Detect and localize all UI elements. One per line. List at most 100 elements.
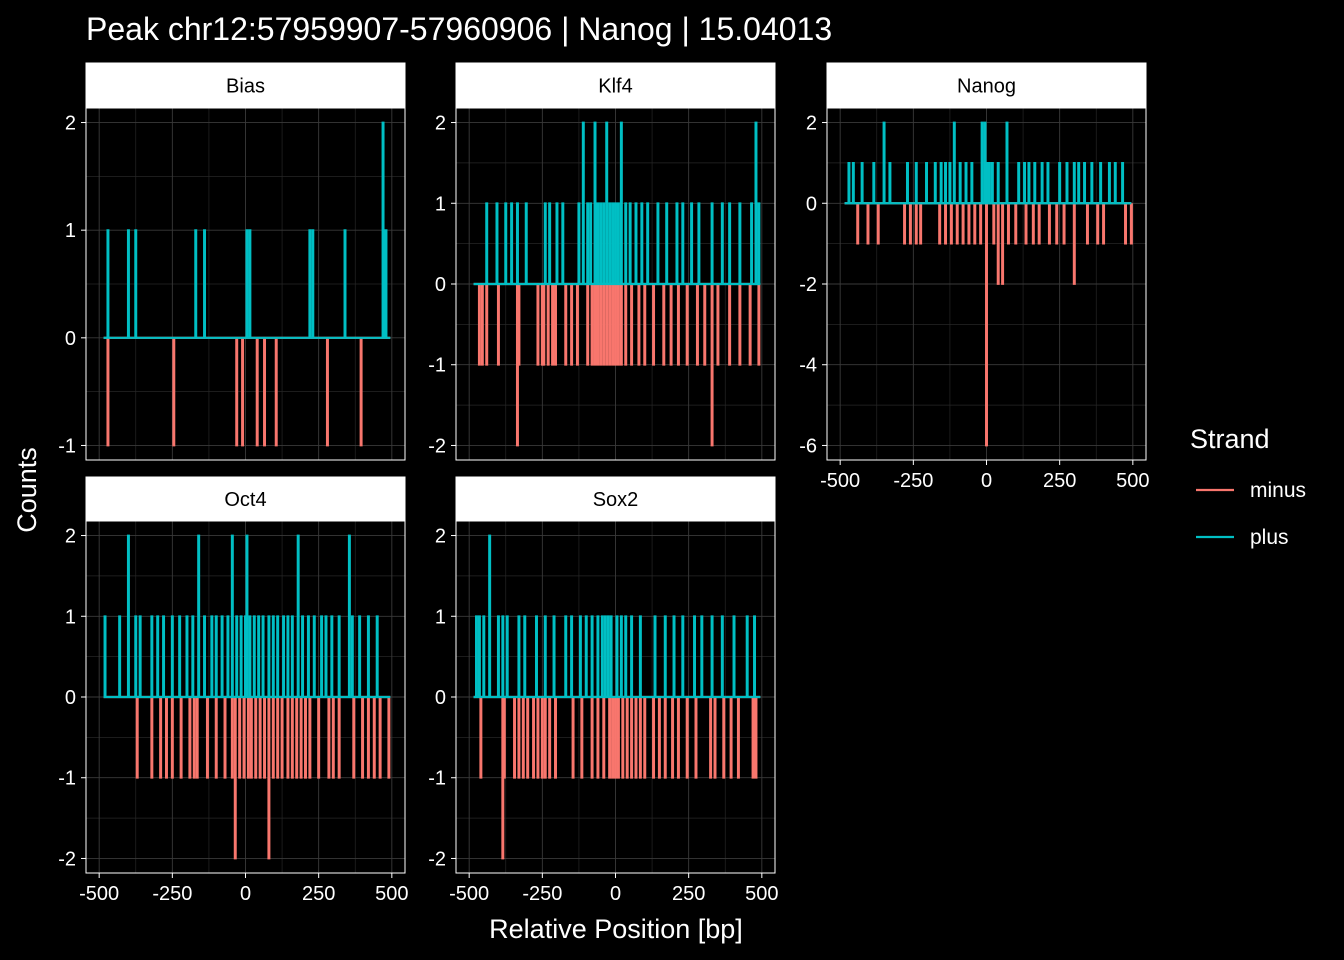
spike-plus xyxy=(375,615,379,697)
x-tick-label: -250 xyxy=(152,883,192,905)
spike-plus xyxy=(1033,161,1037,204)
spike-plus xyxy=(561,202,565,284)
spike-minus xyxy=(571,697,575,779)
y-tick-label: 2 xyxy=(65,526,76,548)
spike-minus xyxy=(1062,203,1066,245)
spike-minus xyxy=(255,337,259,447)
spike-plus xyxy=(324,615,328,697)
spike-plus xyxy=(753,615,756,697)
spike-minus xyxy=(590,284,594,366)
spike-plus xyxy=(987,161,991,204)
spike-minus xyxy=(616,284,620,366)
y-tick-label: 0 xyxy=(65,328,76,350)
x-tick-label: -250 xyxy=(522,883,562,905)
spike-plus xyxy=(847,161,851,204)
spike-minus xyxy=(614,284,617,366)
spike-plus xyxy=(603,615,607,697)
y-tick-label: 0 xyxy=(806,193,817,215)
spike-plus xyxy=(634,202,638,284)
spike-minus xyxy=(1024,203,1028,245)
spike-minus xyxy=(267,697,271,860)
spike-minus xyxy=(625,697,629,779)
spike-minus xyxy=(249,697,253,779)
spike-plus xyxy=(599,202,603,284)
spike-minus xyxy=(517,697,521,779)
spike-plus xyxy=(609,615,613,697)
spike-plus xyxy=(235,615,239,697)
spike-plus xyxy=(611,202,615,284)
spike-plus xyxy=(970,161,974,204)
spike-minus xyxy=(106,337,110,447)
spike-minus xyxy=(170,697,174,779)
spike-minus xyxy=(532,697,536,779)
strip-label-klf4: Klf4 xyxy=(598,76,632,98)
spike-plus xyxy=(203,615,207,697)
spike-minus xyxy=(536,697,540,779)
spike-minus xyxy=(135,697,139,779)
spike-minus xyxy=(996,203,1000,285)
spike-minus xyxy=(685,284,689,366)
spike-minus xyxy=(614,697,617,779)
strip-oct4 xyxy=(85,476,406,522)
spike-minus xyxy=(685,697,689,779)
panel-nanog: Nanog -6 -4 -2 0 2 -500 -250 0 250 500 xyxy=(799,62,1150,492)
spike-minus xyxy=(192,697,196,779)
panel-bias: Bias -1 0 1 2 xyxy=(58,62,406,461)
y-tick-label: -2 xyxy=(428,848,446,870)
strip-label-nanog: Nanog xyxy=(957,76,1016,98)
strip-label-bias: Bias xyxy=(226,76,265,98)
spike-minus xyxy=(748,284,752,366)
spike-minus xyxy=(751,697,755,779)
spike-minus xyxy=(596,697,600,779)
spike-plus xyxy=(267,615,271,697)
spike-plus xyxy=(543,202,547,284)
x-tick-label: 250 xyxy=(302,883,335,905)
spike-plus xyxy=(248,615,252,697)
spike-plus xyxy=(720,615,724,697)
spike-plus xyxy=(162,615,166,697)
spike-plus xyxy=(608,202,612,284)
spike-plus xyxy=(589,202,593,284)
spike-plus xyxy=(738,202,742,284)
spike-plus xyxy=(296,534,300,697)
spike-minus xyxy=(652,697,656,779)
spike-minus xyxy=(624,284,628,366)
spike-minus xyxy=(736,697,740,779)
spike-plus xyxy=(358,615,362,697)
spike-plus xyxy=(320,615,324,697)
spike-minus xyxy=(359,337,363,447)
spike-plus xyxy=(290,615,294,697)
spike-minus xyxy=(150,697,154,779)
spike-plus xyxy=(1046,161,1050,204)
panel-border-bias xyxy=(85,107,406,461)
legend: Strand minus plus xyxy=(1190,424,1306,549)
y-tick-label: 2 xyxy=(65,113,76,135)
y-tick-label: 0 xyxy=(65,687,76,709)
spike-plus xyxy=(628,202,632,284)
spike-plus xyxy=(178,615,182,697)
strip-label-sox2: Sox2 xyxy=(593,489,639,511)
spike-plus xyxy=(337,615,341,697)
spike-plus xyxy=(543,615,547,697)
spike-plus xyxy=(754,121,758,284)
spike-minus xyxy=(513,697,517,779)
spike-plus xyxy=(482,615,486,697)
spike-minus xyxy=(938,203,942,245)
spike-plus xyxy=(495,202,499,284)
spike-minus xyxy=(188,697,192,779)
spike-plus xyxy=(584,615,588,697)
spike-minus xyxy=(630,697,634,779)
spike-plus xyxy=(170,615,174,697)
spike-minus xyxy=(521,697,525,779)
y-tick-label: 0 xyxy=(435,687,446,709)
spike-plus xyxy=(271,615,275,697)
spike-plus xyxy=(475,615,478,697)
spike-minus xyxy=(908,203,912,245)
spike-plus xyxy=(126,534,130,697)
legend-label-plus: plus xyxy=(1250,526,1289,549)
spike-plus xyxy=(226,615,230,697)
spike-minus xyxy=(866,203,870,245)
spike-minus xyxy=(564,284,568,366)
spike-plus xyxy=(138,615,142,697)
spike-plus xyxy=(118,615,122,697)
